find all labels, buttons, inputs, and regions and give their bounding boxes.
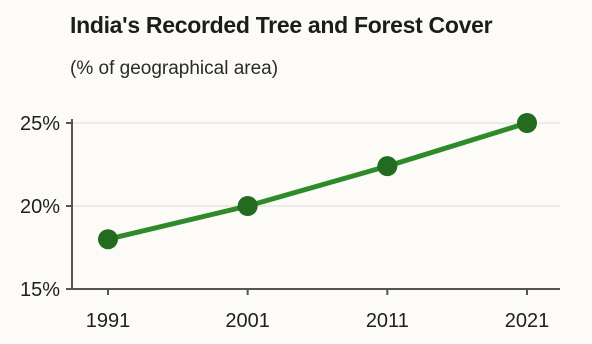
y-tick-label-15: 15% [20,279,60,301]
data-point-2011 [377,156,398,177]
y-tick-label-25: 25% [20,113,60,135]
x-tick-label-2021: 2021 [505,310,550,332]
data-point-2021 [517,113,537,133]
data-point-2001 [237,196,258,216]
x-tick-label-2001: 2001 [225,310,270,332]
y-tick-label-20: 20% [20,196,60,218]
data-point-1991 [98,229,118,250]
chart-subtitle: (% of geographical area) [70,58,279,79]
series-line [105,120,530,242]
x-tick-label-2011: 2011 [366,310,409,332]
chart-title: India's Recorded Tree and Forest Cover [70,12,493,38]
x-tick-label-1991: 1991 [86,310,131,332]
